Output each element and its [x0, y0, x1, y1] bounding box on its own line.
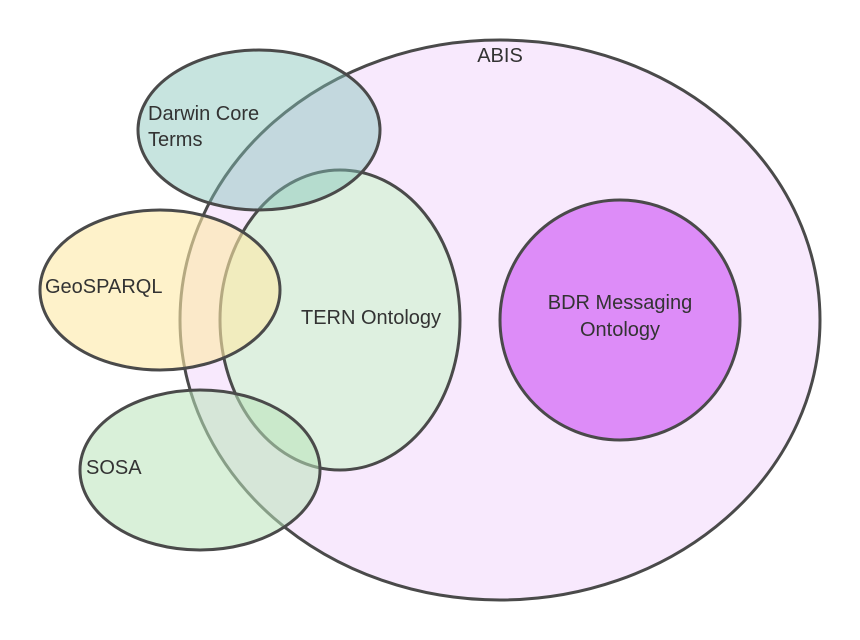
darwin-core-terms-ellipse — [136, 48, 382, 212]
darwin-core-label-line2: Terms — [148, 129, 202, 151]
darwin-core-label-line1: Darwin Core — [148, 103, 259, 125]
abis-label: ABIS — [477, 45, 523, 67]
bdr-messaging-label-line1: BDR Messaging — [548, 292, 693, 314]
geosparql-label: GeoSPARQL — [45, 276, 162, 298]
bdr-messaging-ontology-circle — [498, 198, 742, 442]
bdr-messaging-label-line2: Ontology — [580, 319, 660, 341]
sosa-ellipse — [78, 388, 322, 552]
tern-ontology-label: TERN Ontology — [301, 307, 441, 329]
sosa-label: SOSA — [86, 457, 142, 479]
geosparql-ellipse — [38, 208, 282, 372]
